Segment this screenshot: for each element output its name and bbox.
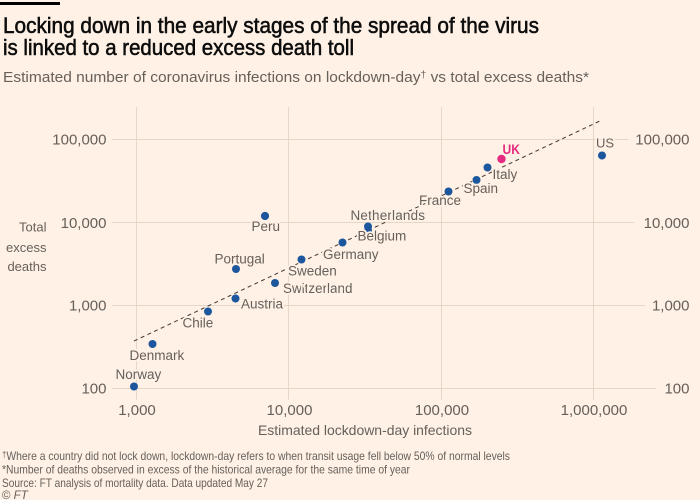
svg-text:10,000: 10,000 (644, 215, 690, 232)
svg-text:US: US (596, 136, 614, 151)
svg-text:10,000: 10,000 (61, 215, 107, 232)
svg-text:Chile: Chile (183, 316, 214, 331)
svg-text:France: France (419, 193, 461, 208)
svg-text:Source: FT analysis of mortali: Source: FT analysis of mortality data. D… (2, 476, 268, 490)
svg-text:Switzerland: Switzerland (283, 281, 353, 296)
svg-text:†Where a country did not lock: †Where a country did not lock down, lock… (2, 449, 510, 463)
svg-text:Estimated lockdown-day infecti: Estimated lockdown-day infections (258, 422, 472, 438)
svg-text:1,000: 1,000 (69, 298, 107, 315)
svg-text:Norway: Norway (116, 367, 162, 382)
svg-text:is linked to a reduced excess: is linked to a reduced excess death toll (3, 35, 354, 60)
svg-text:Portugal: Portugal (215, 252, 265, 267)
svg-text:*Number of deaths observed in: *Number of deaths observed in excess of … (2, 463, 410, 477)
svg-text:Germany: Germany (323, 247, 379, 262)
svg-text:Total: Total (19, 220, 47, 235)
svg-text:© FT: © FT (2, 490, 29, 500)
svg-text:10,000: 10,000 (267, 402, 313, 419)
svg-text:Spain: Spain (464, 181, 499, 196)
svg-text:Austria: Austria (241, 297, 284, 312)
svg-text:excess: excess (6, 240, 47, 255)
svg-text:Sweden: Sweden (288, 264, 337, 279)
svg-text:1,000,000: 1,000,000 (561, 402, 628, 419)
svg-text:Belgium: Belgium (358, 229, 407, 244)
svg-text:UK: UK (503, 142, 521, 157)
svg-text:100: 100 (81, 381, 106, 398)
svg-text:100: 100 (664, 381, 689, 398)
svg-text:Peru: Peru (252, 219, 281, 234)
svg-text:deaths: deaths (7, 259, 47, 274)
svg-text:100,000: 100,000 (635, 132, 689, 149)
svg-text:Denmark: Denmark (130, 348, 185, 363)
svg-text:1,000: 1,000 (652, 298, 690, 315)
svg-text:1,000: 1,000 (118, 402, 156, 419)
svg-text:Locking down in the early stag: Locking down in the early stages of the … (3, 13, 539, 38)
svg-text:Estimated number of coronaviru: Estimated number of coronavirus infectio… (3, 69, 589, 86)
svg-text:Italy: Italy (493, 167, 518, 182)
svg-text:100,000: 100,000 (52, 132, 106, 149)
svg-text:Netherlands: Netherlands (351, 208, 426, 223)
svg-text:100,000: 100,000 (415, 402, 469, 419)
